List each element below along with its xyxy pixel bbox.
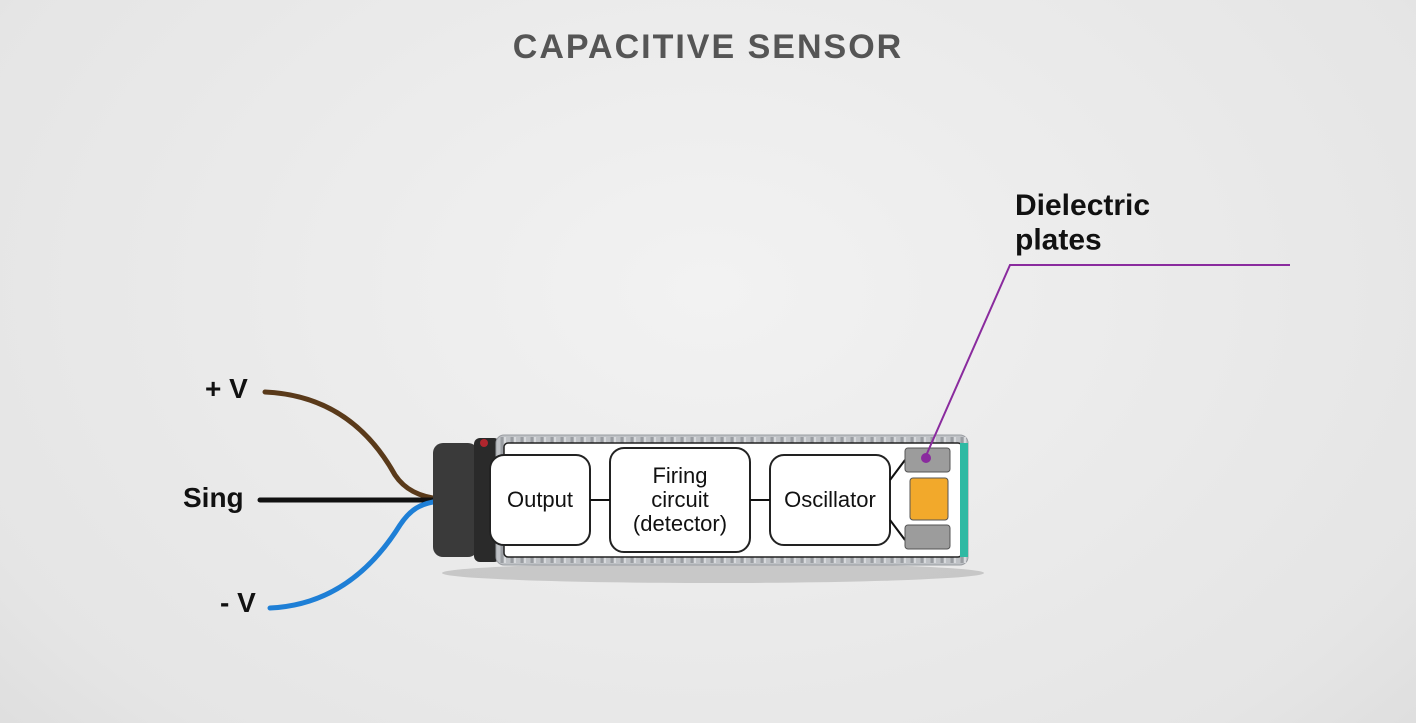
wire-label-signal: Sing [183,482,244,513]
connector-cap [433,443,478,557]
block-label-oscillator: Oscillator [784,487,876,512]
wires-group [260,392,440,608]
led-indicator [480,439,488,447]
components-group: Output Firingcircuit(detector) Oscillator [490,448,950,552]
callouts-group: Dielectricplates [921,189,1290,463]
wire-label-neg-v: - V [220,587,256,618]
block-label-firing: (detector) [633,511,727,536]
block-label-output: Output [507,487,573,512]
wire-pos-v [265,392,440,499]
wire-neg-v [270,501,440,608]
block-label-firing: Firing [652,463,707,488]
wire-label-pos-v: + V [205,373,248,404]
diagram-svg: OutputFiringcircuit(detector)Oscillator … [0,0,1416,723]
block-label-firing: circuit [651,487,708,512]
callout-dot-dielectric-plates [921,453,931,463]
sensor-tip [960,443,968,557]
diagram-canvas: CAPACITIVE SENSOR OutputFiringcircuit(de… [0,0,1416,723]
callout-label-dielectric-plates: Dielectricplates [1015,189,1150,257]
plate-middle [910,478,948,520]
plate-bottom [905,525,950,549]
wire-labels: + V Sing - V [183,373,256,618]
callout-line-dielectric-plates [925,265,1290,458]
